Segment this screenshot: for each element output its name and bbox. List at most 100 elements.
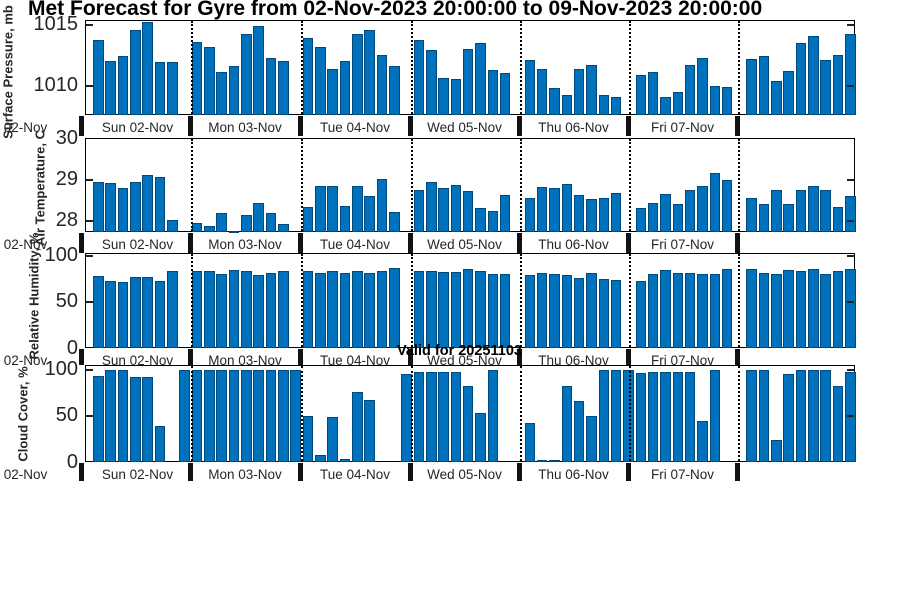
day-boundary-line [520,139,522,231]
bar [783,269,795,348]
bar [438,78,449,115]
bar [721,268,733,348]
bar [586,64,597,115]
day-tick [735,116,740,136]
day-tick [626,349,631,365]
bar [265,272,277,348]
bar [623,369,634,462]
day-label: Tue 04-Nov [319,353,391,365]
day-label: Thu 06-Nov [538,120,609,135]
ytick-label: 29 [55,167,78,190]
bar [154,425,166,462]
bar [561,385,573,462]
bar [820,190,832,232]
day-tick [408,233,413,253]
bar [610,192,622,232]
bar [388,66,400,115]
bar [783,204,795,232]
y-tick-mark [847,254,854,257]
bar [610,369,622,462]
bar [228,66,240,115]
bar [820,273,832,348]
bar [549,188,560,232]
bar [524,275,536,348]
day-label: Wed 05-Nov [427,120,502,135]
bar [524,422,536,462]
bar [647,72,659,115]
day-boundary-line [411,21,413,114]
day-tick [298,463,303,481]
day-boundary-line [191,366,193,461]
bar [339,459,351,462]
day-tick [79,349,84,365]
bar [660,269,671,348]
bar [277,270,289,348]
bar [487,69,499,115]
day-label: Sun 02-Nov [101,120,174,135]
bar [672,272,684,348]
day-label: Sun 02-Nov [101,353,174,365]
bar [758,272,770,348]
y-tick-mark [847,84,854,87]
day-label: Thu 06-Nov [538,353,609,365]
bar [203,369,215,462]
bar [573,68,585,115]
bar [277,61,289,115]
bar [216,212,227,232]
bar [709,274,721,348]
day-boundary-line [191,21,193,114]
bar [240,214,252,232]
day-tick [298,349,303,365]
bar [129,181,141,232]
day-boundary-line [520,366,522,461]
day-label: Fri 07-Nov [650,353,715,365]
bar [536,272,548,348]
bar [462,268,474,348]
bar [795,270,807,348]
bar [253,369,264,462]
day-boundary-line [520,21,522,114]
x-axis-band-humidity: Sun 02-Nov Sun 02-Nov Mon 03-Nov Tue 04-Nov… [0,349,900,365]
bar [93,40,104,115]
bar [351,185,363,232]
bar [684,272,696,348]
y-tick-mark [847,178,854,181]
bar [672,203,684,232]
day-boundary-line [301,254,303,347]
ytick-label: 1015 [33,12,79,35]
day-label: Tue 04-Nov [319,467,391,481]
bar [684,64,696,115]
bar [598,198,610,232]
day-tick [408,116,413,136]
chart-title: Met Forecast for Gyre from 02-Nov-2023 2… [28,0,763,20]
bar [438,188,449,232]
bar [105,369,116,462]
day-boundary-line [629,254,631,347]
bar [820,369,832,462]
bar [450,271,462,348]
bar [462,191,474,232]
bar [647,202,659,232]
bar [832,207,844,232]
bar [105,61,116,115]
bar [758,369,770,462]
bar [142,377,153,462]
bar [783,70,795,115]
bar [499,73,511,115]
bar [709,85,721,115]
bar [438,271,449,348]
day-boundary-line [301,139,303,231]
bar [105,281,116,348]
bar [845,268,856,348]
bar [845,195,856,232]
bar [771,439,782,462]
bar [536,68,548,115]
bar [364,272,375,348]
bar [771,189,782,232]
y-tick-mark [847,23,854,26]
bar [808,369,819,462]
bar [425,270,437,348]
day-tick [188,349,193,365]
bar [314,454,326,462]
bar [203,225,215,232]
